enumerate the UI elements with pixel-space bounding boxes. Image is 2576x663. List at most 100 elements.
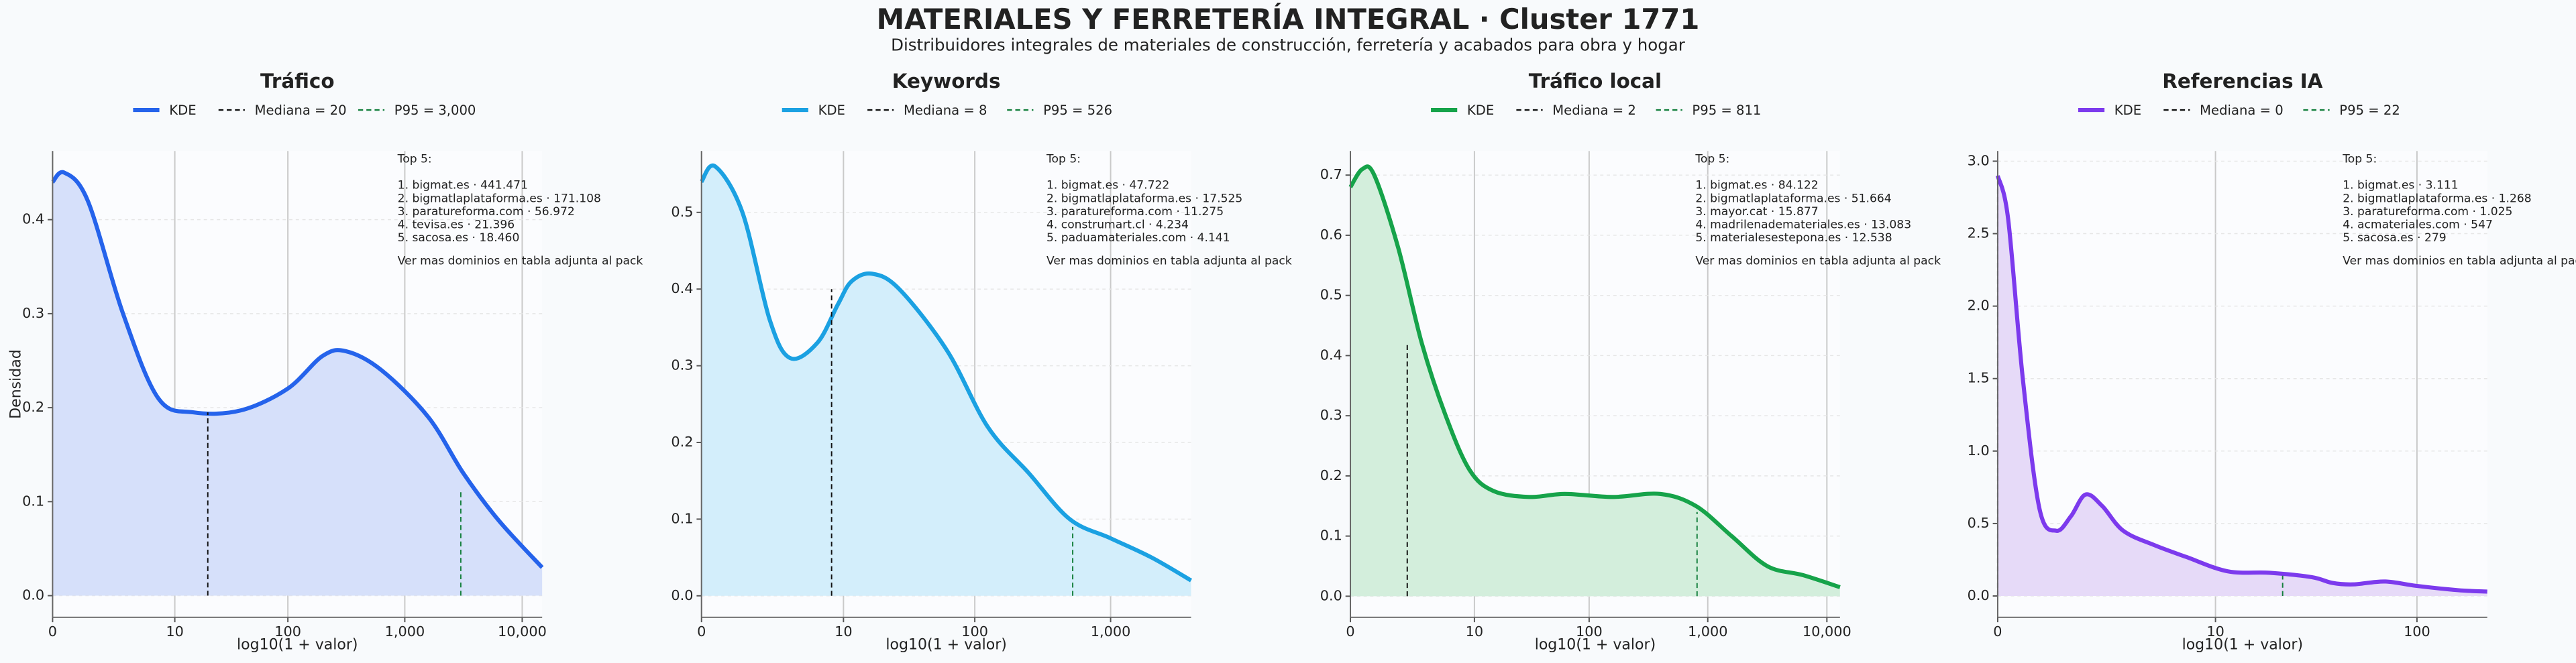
kde-area xyxy=(1997,176,2487,597)
legend-label: Mediana = 2 xyxy=(1552,103,1636,118)
legend-label: KDE xyxy=(1467,103,1494,118)
y-tick-label: 0.0 xyxy=(22,587,44,603)
y-tick-label: 0.3 xyxy=(671,357,693,373)
y-tick-label: 0.6 xyxy=(1320,227,1342,243)
chart-title: MATERIALES Y FERRETERÍA INTEGRAL · Clust… xyxy=(877,3,1700,36)
y-tick-label: 0.3 xyxy=(22,305,44,321)
legend-label: KDE xyxy=(2114,103,2141,118)
y-tick-label: 0.1 xyxy=(1320,528,1342,544)
annotation-item: 4. construmart.cl · 4.234 xyxy=(1046,219,1189,232)
x-tick-label: 0 xyxy=(697,623,706,640)
y-tick-label: 0.4 xyxy=(671,280,693,296)
annotation-heading: Top 5: xyxy=(1695,153,1729,166)
annotation-item: 2. bigmatlaplataforma.es · 1.268 xyxy=(2343,192,2531,205)
x-axis-label: log10(1 + valor) xyxy=(885,636,1007,653)
x-tick-label: 1,000 xyxy=(1091,623,1131,640)
legend-label: P95 = 811 xyxy=(1692,103,1761,118)
kde-line xyxy=(1995,175,2487,594)
annotation-item: 1. bigmat.es · 84.122 xyxy=(1695,179,1818,192)
y-tick-label: 0.2 xyxy=(671,434,693,450)
annotation-item: 3. paratureforma.com · 11.275 xyxy=(1046,205,1224,219)
annotation-item: 2. bigmatlaplataforma.es · 17.525 xyxy=(1046,192,1242,205)
x-tick-label: 1,000 xyxy=(385,623,425,640)
x-axis-label: log10(1 + valor) xyxy=(2182,636,2304,653)
x-axis-label: log10(1 + valor) xyxy=(1535,636,1656,653)
y-tick-label: 0.0 xyxy=(1320,587,1342,603)
x-tick-label: 100 xyxy=(1576,623,1603,640)
y-tick-label: 2.0 xyxy=(1968,298,1990,314)
legend-label: P95 = 3,000 xyxy=(394,103,476,118)
x-tick-label: 10 xyxy=(166,623,183,640)
annotation-item: 4. acmateriales.com · 547 xyxy=(2343,219,2493,232)
kde-area xyxy=(701,165,1191,596)
kde-area xyxy=(1350,166,1840,597)
kde-line xyxy=(1348,164,1841,589)
y-tick-label: 0.2 xyxy=(22,399,44,415)
x-tick-label: 10 xyxy=(2206,623,2224,640)
y-tick-label: 0.1 xyxy=(671,510,693,526)
legend-label: Mediana = 8 xyxy=(904,103,987,118)
legend-label: Mediana = 20 xyxy=(255,103,347,118)
annotation-item: 5. sacosa.es · 18.460 xyxy=(398,231,520,245)
annotation-item: 1. bigmat.es · 47.722 xyxy=(1046,179,1169,192)
annotation-item: 4. tevisa.es · 21.396 xyxy=(398,219,515,232)
y-tick-label: 2.5 xyxy=(1968,225,1990,241)
y-tick-label: 0.4 xyxy=(1320,347,1342,363)
annotation-item: 5. paduamateriales.com · 4.141 xyxy=(1046,231,1230,245)
kde-line xyxy=(700,163,1193,583)
annotation-heading: Top 5: xyxy=(1046,153,1081,166)
annotation-item: 2. bigmatlaplataforma.es · 51.664 xyxy=(1695,192,1891,205)
x-tick-label: 10 xyxy=(1466,623,1483,640)
y-tick-label: 1.0 xyxy=(1968,442,1990,459)
x-tick-label: 0 xyxy=(48,623,57,640)
kde-line xyxy=(51,170,544,569)
annotation-footer: Ver mas dominios en tabla adjunta al pac… xyxy=(1046,254,1292,267)
subplot-title: Tráfico local xyxy=(1529,70,1662,93)
legend-label: KDE xyxy=(818,103,845,118)
x-tick-label: 10,000 xyxy=(1803,623,1851,640)
y-tick-label: 3.0 xyxy=(1968,152,1990,168)
subplot-title: Tráfico xyxy=(260,70,335,93)
subplot-title: Keywords xyxy=(892,70,1001,93)
subplot-title: Referencias IA xyxy=(2162,70,2323,93)
annotation-footer: Ver mas dominios en tabla adjunta al pac… xyxy=(2343,254,2576,267)
legend-label: P95 = 526 xyxy=(1043,103,1112,118)
y-tick-label: 0.7 xyxy=(1320,166,1342,182)
annotation-item: 4. madrilenademateriales.es · 13.083 xyxy=(1695,219,1911,232)
annotation-item: 1. bigmat.es · 441.471 xyxy=(398,179,528,192)
x-tick-label: 100 xyxy=(961,623,988,640)
annotation-heading: Top 5: xyxy=(397,153,432,166)
y-tick-label: 0.0 xyxy=(671,587,693,603)
y-tick-label: 0.4 xyxy=(22,211,44,227)
x-tick-label: 10 xyxy=(835,623,852,640)
annotation-item: 3. paratureforma.com · 56.972 xyxy=(398,205,575,219)
legend-label: KDE xyxy=(169,103,196,118)
y-tick-label: 0.5 xyxy=(1968,515,1990,531)
x-tick-label: 10,000 xyxy=(498,623,547,640)
x-tick-label: 100 xyxy=(274,623,301,640)
x-tick-label: 0 xyxy=(1346,623,1354,640)
y-tick-label: 0.0 xyxy=(1968,587,1990,603)
annotation-heading: Top 5: xyxy=(2342,153,2377,166)
annotation-footer: Ver mas dominios en tabla adjunta al pac… xyxy=(398,254,643,267)
annotation-item: 3. mayor.cat · 15.877 xyxy=(1695,205,1818,219)
y-tick-label: 0.5 xyxy=(671,204,693,220)
x-axis-label: log10(1 + valor) xyxy=(237,636,358,653)
y-tick-label: 0.2 xyxy=(1320,467,1342,483)
annotation-footer: Ver mas dominios en tabla adjunta al pac… xyxy=(1695,254,1941,267)
y-tick-label: 1.5 xyxy=(1968,370,1990,386)
kde-area xyxy=(52,172,543,596)
x-tick-label: 100 xyxy=(2404,623,2430,640)
y-axis-label: Densidad xyxy=(8,349,25,419)
x-tick-label: 1,000 xyxy=(1688,623,1728,640)
y-tick-label: 0.1 xyxy=(22,493,44,509)
x-tick-label: 0 xyxy=(1993,623,2002,640)
annotation-item: 2. bigmatlaplataforma.es · 171.108 xyxy=(398,192,601,205)
legend-label: Mediana = 0 xyxy=(2200,103,2284,118)
annotation-item: 1. bigmat.es · 3.111 xyxy=(2343,179,2458,192)
annotation-item: 3. paratureforma.com · 1.025 xyxy=(2343,205,2512,219)
y-tick-label: 0.5 xyxy=(1320,287,1342,303)
annotation-item: 5. materialesestepona.es · 12.538 xyxy=(1695,231,1892,245)
